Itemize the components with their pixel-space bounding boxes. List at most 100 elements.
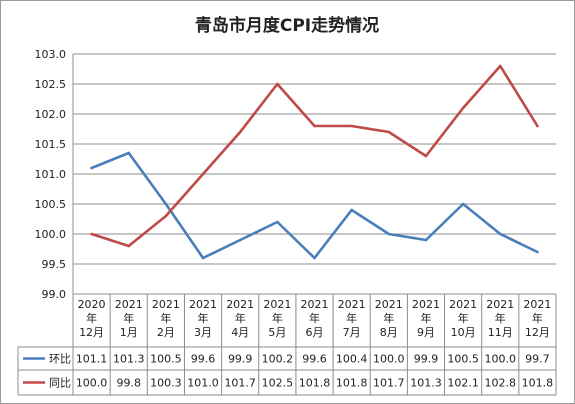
data-table-cell: 99.6 <box>302 353 327 366</box>
data-table-cell: 100.0 <box>76 377 108 390</box>
data-table-cell: 100.0 <box>373 353 405 366</box>
data-table-cell: 99.9 <box>228 353 253 366</box>
data-point <box>201 256 205 260</box>
x-tick-year: 2021 <box>263 298 291 311</box>
data-point <box>387 130 391 134</box>
y-tick-label: 101.0 <box>35 168 67 181</box>
x-tick-unit: 年 <box>458 311 469 325</box>
y-tick-label: 102.5 <box>35 78 67 91</box>
x-tick-year: 2021 <box>523 298 551 311</box>
data-point <box>387 232 391 236</box>
data-point <box>127 244 131 248</box>
y-tick-label: 101.5 <box>35 138 67 151</box>
data-point <box>461 202 465 206</box>
x-tick-month: 10月 <box>451 326 476 339</box>
y-tick-label: 99.0 <box>42 288 67 301</box>
x-tick-year: 2021 <box>449 298 477 311</box>
x-tick-unit: 年 <box>160 311 171 325</box>
y-tick-label: 100.0 <box>35 228 67 241</box>
x-tick-year: 2021 <box>115 298 143 311</box>
x-tick-unit: 年 <box>123 311 134 325</box>
data-table-cell: 99.9 <box>414 353 439 366</box>
y-tick-label: 103.0 <box>35 48 67 61</box>
x-tick-year: 2021 <box>338 298 366 311</box>
data-point <box>313 256 316 260</box>
data-point <box>238 238 242 242</box>
data-table-cell: 101.1 <box>76 353 108 366</box>
x-tick-year: 2021 <box>412 298 440 311</box>
data-point <box>536 250 539 254</box>
data-table-cell: 100.4 <box>336 353 368 366</box>
data-table-cell: 101.8 <box>299 377 331 390</box>
x-tick-month: 5月 <box>268 326 286 339</box>
chart-title: 青岛市月度CPI走势情况 <box>195 15 379 36</box>
x-tick-month: 4月 <box>231 326 249 339</box>
data-point <box>424 154 428 158</box>
x-tick-unit: 年 <box>420 311 431 325</box>
data-table-cell: 102.1 <box>447 377 479 390</box>
data-point <box>350 208 353 212</box>
data-point <box>313 124 316 128</box>
x-tick-year: 2021 <box>301 298 329 311</box>
data-point <box>90 232 93 236</box>
x-tick-year: 2021 <box>226 298 254 311</box>
series-line-2 <box>91 64 539 248</box>
x-tick-month: 8月 <box>380 326 398 339</box>
x-tick-unit: 年 <box>532 311 543 325</box>
y-tick-label: 100.5 <box>35 198 67 211</box>
data-point <box>424 238 428 242</box>
x-tick-month: 12月 <box>525 326 550 339</box>
x-tick-year: 2021 <box>375 298 403 311</box>
legend-label: 同比 <box>49 377 71 390</box>
data-point <box>350 124 353 128</box>
x-tick-year: 2020 <box>78 298 106 311</box>
data-point <box>201 172 205 176</box>
x-tick-unit: 年 <box>383 311 394 325</box>
data-table-cell: 101.8 <box>522 377 554 390</box>
data-table-cell: 102.5 <box>262 377 294 390</box>
x-tick-unit: 年 <box>272 311 283 325</box>
y-tick-label: 102.0 <box>35 108 67 121</box>
data-table-cell: 101.7 <box>373 377 405 390</box>
data-table-cell: 100.0 <box>485 353 517 366</box>
x-tick-unit: 年 <box>495 311 506 325</box>
x-tick-unit: 年 <box>198 311 209 325</box>
data-table-cell: 100.5 <box>447 353 479 366</box>
data-table-cell: 101.0 <box>187 377 219 390</box>
series-line-1 <box>91 151 538 260</box>
data-table-cell: 101.3 <box>113 353 145 366</box>
data-table-cell: 100.3 <box>150 377 182 390</box>
x-tick-unit: 年 <box>346 311 357 325</box>
legend-label: 环比 <box>49 353 71 366</box>
data-table-cell: 101.3 <box>410 377 442 390</box>
data-point <box>127 151 131 155</box>
data-point <box>498 232 502 236</box>
data-point <box>238 130 242 134</box>
x-tick-unit: 年 <box>86 311 97 325</box>
data-table-cell: 100.2 <box>262 353 294 366</box>
x-tick-month: 3月 <box>194 326 212 339</box>
data-point <box>90 166 93 170</box>
x-tick-month: 11月 <box>488 326 513 339</box>
data-table-cell: 99.6 <box>191 353 216 366</box>
data-table-cell: 100.5 <box>150 353 182 366</box>
x-tick-year: 2021 <box>486 298 514 311</box>
x-tick-unit: 年 <box>309 311 320 325</box>
x-tick-month: 2月 <box>157 326 175 339</box>
data-point <box>461 106 465 110</box>
data-point <box>498 64 502 68</box>
data-point <box>164 214 168 218</box>
x-tick-month: 12月 <box>79 326 104 339</box>
data-point <box>276 220 279 224</box>
x-tick-month: 7月 <box>343 326 361 339</box>
data-point <box>276 82 279 86</box>
x-tick-month: 9月 <box>417 326 435 339</box>
data-table-cell: 102.8 <box>485 377 517 390</box>
x-tick-month: 1月 <box>120 326 138 339</box>
data-table-cell: 101.7 <box>224 377 256 390</box>
y-tick-label: 99.5 <box>42 258 67 271</box>
data-table-cell: 99.7 <box>525 353 550 366</box>
x-tick-month: 6月 <box>306 326 324 339</box>
data-point <box>536 124 539 128</box>
